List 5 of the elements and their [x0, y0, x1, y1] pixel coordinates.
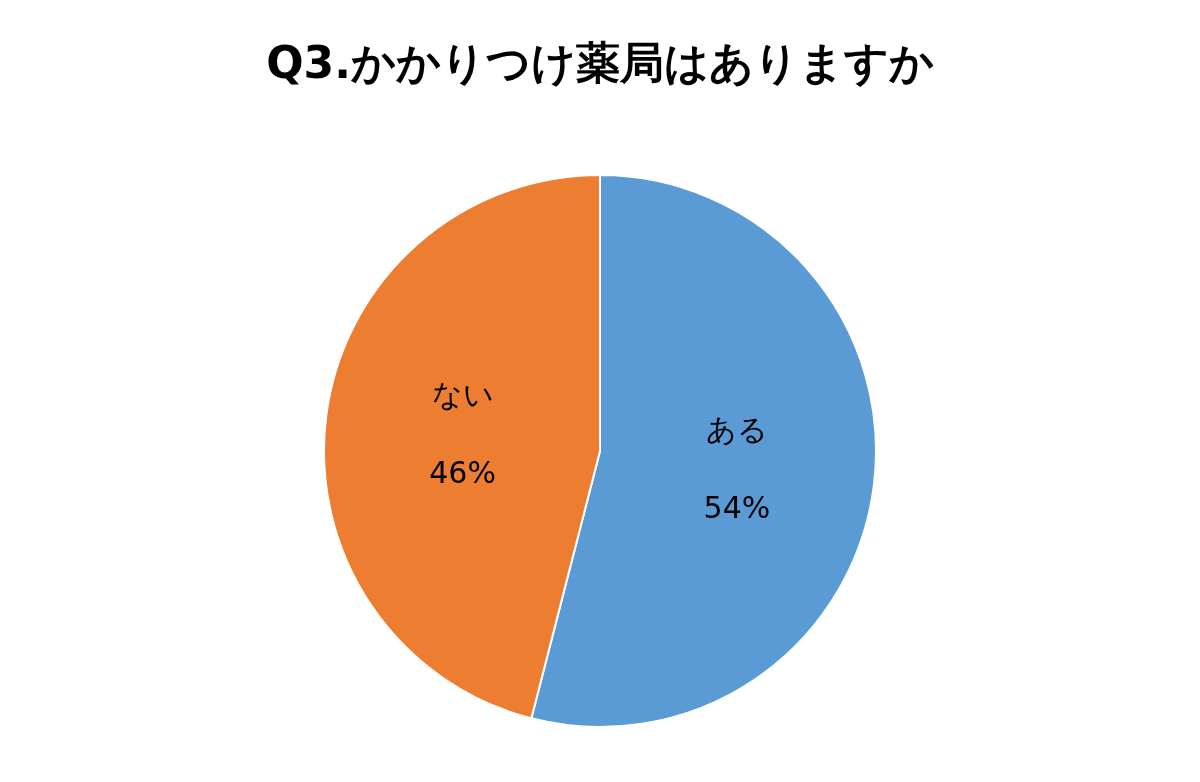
chart-title: Q3.かかりつけ薬局はありますか — [266, 36, 934, 88]
slice-label: ある — [705, 411, 768, 447]
data-label: 46% — [429, 455, 496, 491]
data-label: 54% — [703, 489, 771, 525]
slice-label: ない — [431, 377, 494, 413]
